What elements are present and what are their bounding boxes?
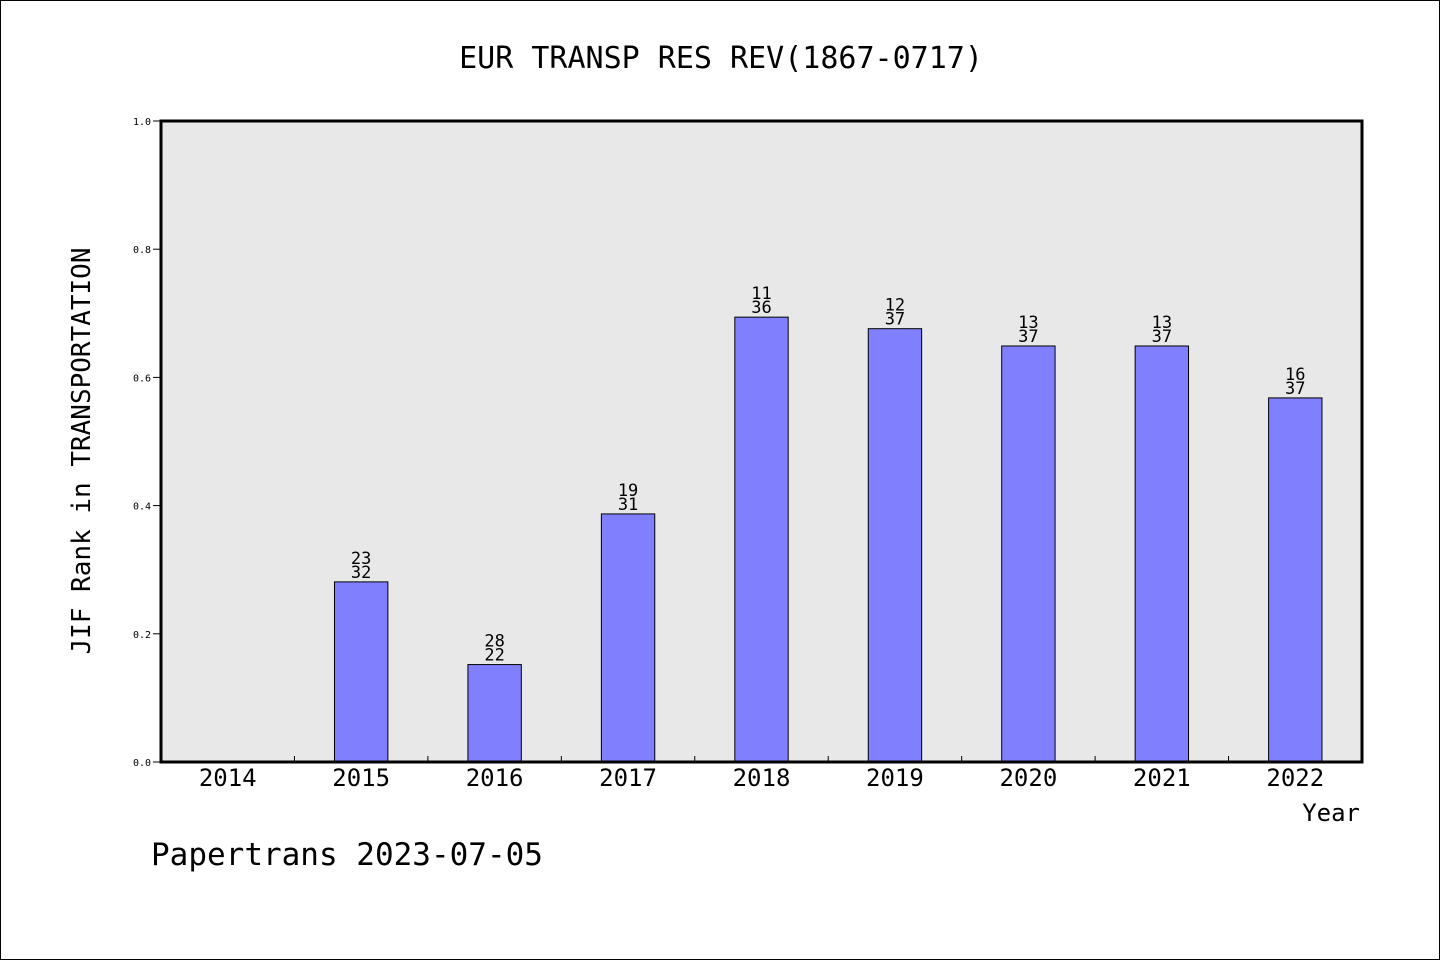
data-label-bottom-2016: 22 [484,646,504,666]
data-label-bottom-2015: 32 [351,563,371,583]
data-label-bottom-2021: 37 [1152,327,1172,347]
data-label-top-2020: 13 [1018,313,1038,333]
data-label-bottom-2022: 37 [1285,379,1305,399]
bar-2016 [467,664,522,763]
bar-2022 [1268,397,1323,763]
y-tick-label-0.6: 0.6 [133,373,151,384]
chart-title: EUR TRANSP RES REV(1867-0717) [459,41,983,76]
x-axis-ticks: 2014 2015 2016 2017 2018 2019 2020 2021 2022 [199,756,1324,792]
x-axis-label: Year [1302,799,1360,827]
data-label-bottom-2020: 37 [1018,327,1038,347]
data-label-bottom-2017: 31 [618,495,638,515]
bar-2021 [1134,345,1190,763]
bar-2017 [600,513,656,763]
data-label-bottom-2019: 37 [885,310,905,330]
x-tick-label-2017: 2017 [599,764,657,792]
data-label-top-2017: 19 [618,481,638,501]
data-label-top-2022: 16 [1285,365,1305,385]
data-label-top-2021: 13 [1152,313,1172,333]
x-tick-label-2016: 2016 [466,764,524,792]
x-tick-label-2015: 2015 [332,764,390,792]
bar-2018 [734,316,789,763]
x-tick-label-2022: 2022 [1266,764,1324,792]
y-tick-label-0.8: 0.8 [133,245,151,256]
data-label-top-2015: 23 [351,549,371,569]
footer-credit: Papertrans 2023-07-05 [151,837,543,873]
data-label-bottom-2018: 36 [751,298,771,318]
y-tick-label-0.2: 0.2 [133,630,151,641]
data-label-top-2018: 11 [751,284,771,304]
y-axis-label: JIF Rank in TRANSPORTATION [67,248,97,655]
y-axis-ticks: 0.0 0.2 0.4 0.6 0.8 1.0 [133,117,161,769]
y-tick-label-0.0: 0.0 [133,758,151,769]
bar-2020 [1001,345,1056,763]
bar-2015 [333,581,389,763]
x-tick-label-2020: 2020 [999,764,1057,792]
data-label-top-2019: 12 [885,296,905,316]
y-tick-label-1.0: 1.0 [133,117,151,128]
x-tick-label-2014: 2014 [199,764,257,792]
x-tick-label-2019: 2019 [866,764,924,792]
x-tick-label-2018: 2018 [733,764,791,792]
bars-group [333,316,1323,763]
x-tick-label-2021: 2021 [1133,764,1191,792]
plot-border [159,119,1364,764]
bar-2019 [867,328,923,763]
data-label-top-2016: 28 [484,632,504,652]
y-tick-label-0.4: 0.4 [133,502,151,513]
